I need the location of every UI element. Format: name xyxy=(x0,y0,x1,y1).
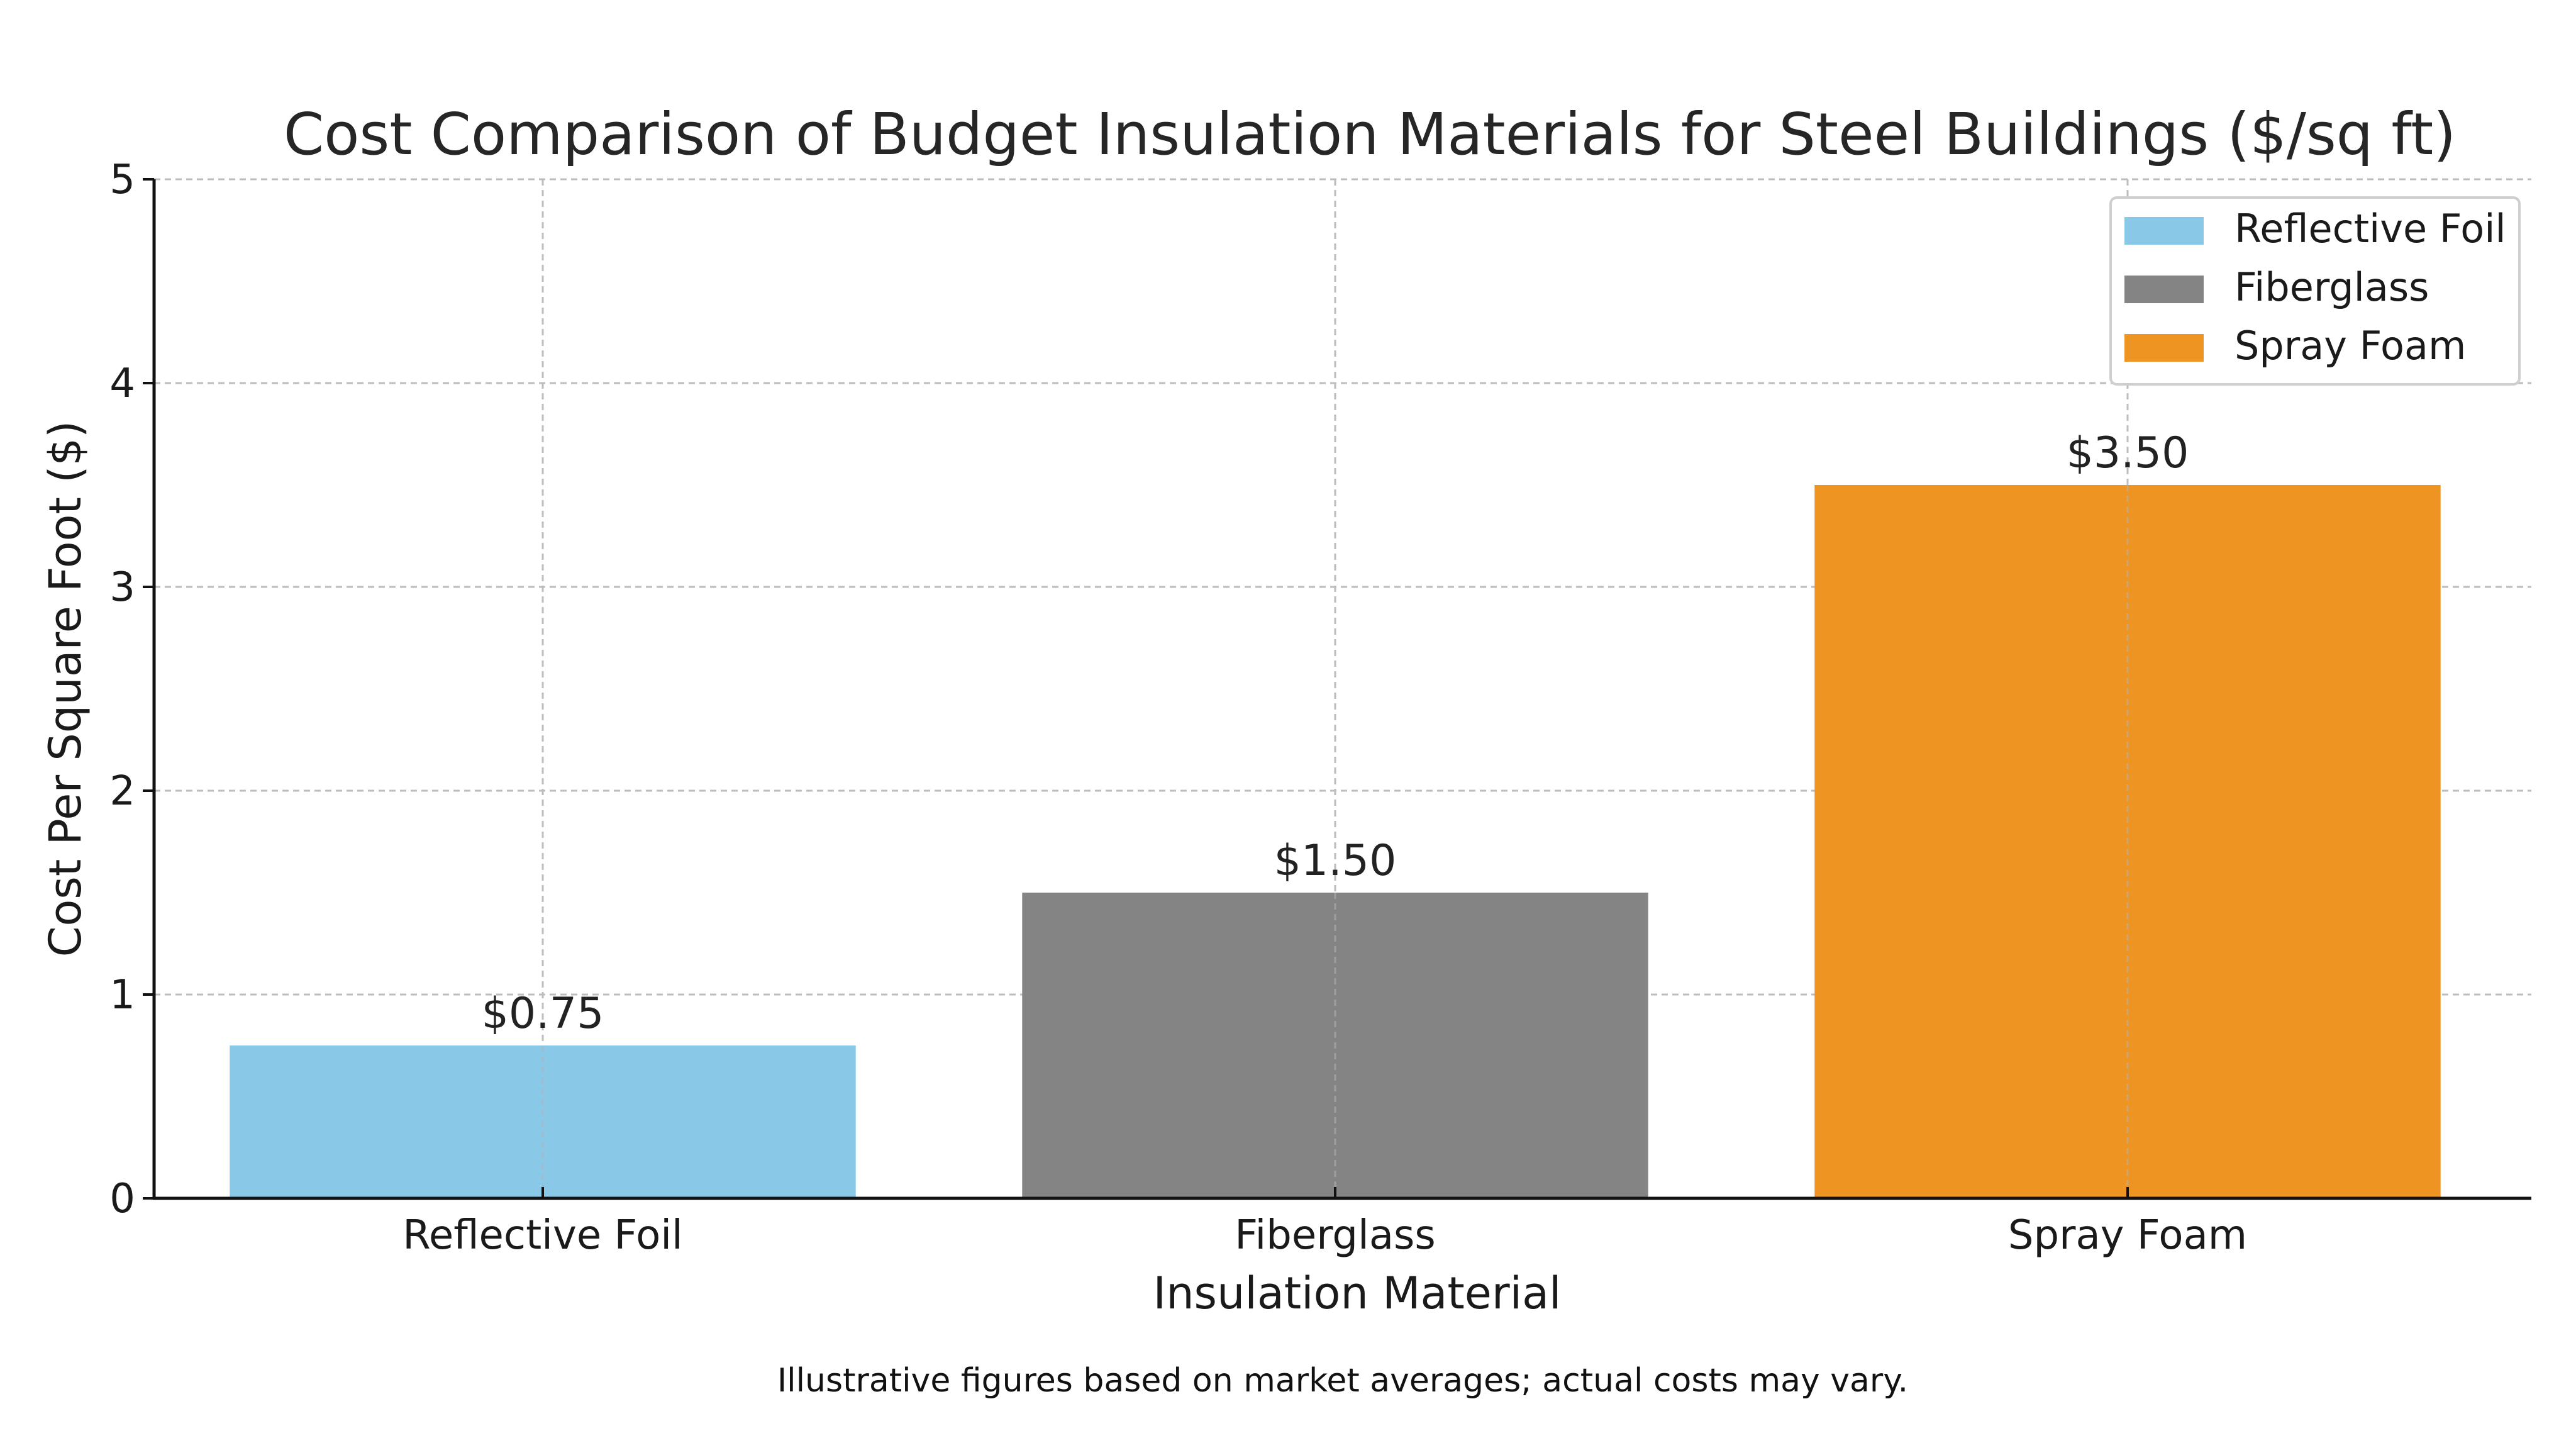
bar-data-label: $1.50 xyxy=(1274,836,1397,886)
legend-label: Reflective Foil xyxy=(2235,206,2506,252)
legend-label: Fiberglass xyxy=(2235,264,2429,310)
y-tick-label: 0 xyxy=(109,1176,135,1222)
legend-swatch xyxy=(2124,334,2204,362)
bar-data-label: $0.75 xyxy=(482,989,604,1039)
y-axis-label: Cost Per Square Foot ($) xyxy=(40,421,91,957)
x-tick-label: Fiberglass xyxy=(1235,1212,1435,1259)
chart-title: Cost Comparison of Budget Insulation Mat… xyxy=(284,101,2456,168)
x-tick-label: Spray Foam xyxy=(2008,1212,2247,1259)
legend-swatch xyxy=(2124,217,2204,245)
bar-data-labels: $0.75 $1.50 $3.50 xyxy=(482,428,2189,1039)
legend-label: Spray Foam xyxy=(2235,323,2466,369)
bars xyxy=(230,485,2441,1198)
axes xyxy=(152,179,2531,1200)
y-tick-label: 1 xyxy=(109,972,135,1018)
footnote: Illustrative figures based on market ave… xyxy=(777,1362,1908,1400)
legend-swatch xyxy=(2124,276,2204,303)
x-axis-label: Insulation Material xyxy=(1153,1268,1562,1319)
legend-box xyxy=(2109,196,2521,386)
legend: Reflective Foil Fiberglass Spray Foam xyxy=(2109,196,2521,386)
y-tick-label: 5 xyxy=(109,157,135,203)
x-tick-label: Reflective Foil xyxy=(402,1212,683,1259)
y-tick-label: 4 xyxy=(109,360,135,407)
y-tick-label: 3 xyxy=(109,564,135,611)
x-axis-ticks: Reflective Foil Fiberglass Spray Foam xyxy=(402,1187,2247,1259)
bar-data-label: $3.50 xyxy=(2067,428,2189,478)
y-axis-ticks: 0 1 2 3 4 5 xyxy=(109,157,154,1222)
y-tick-label: 2 xyxy=(109,768,135,815)
